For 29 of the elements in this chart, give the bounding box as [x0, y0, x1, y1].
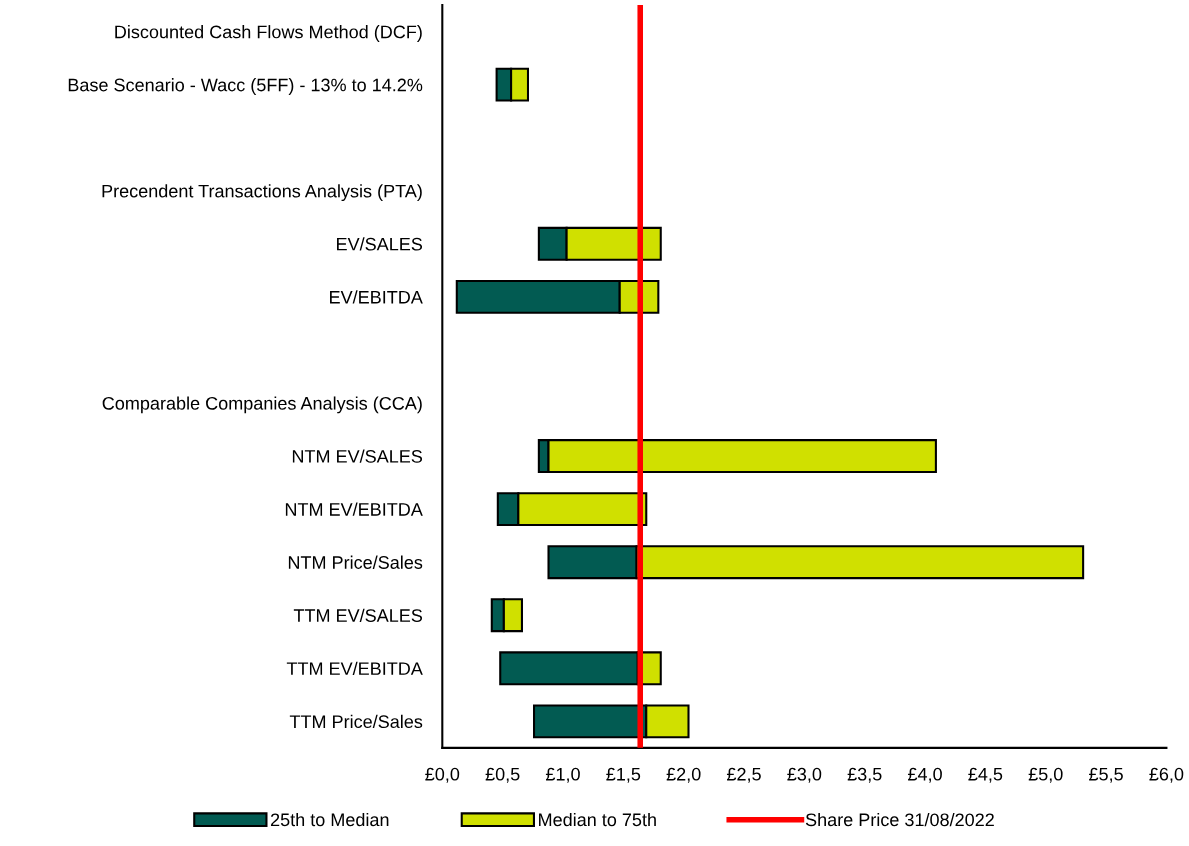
- x-tick-label: £0,0: [425, 767, 460, 783]
- x-tick-label: £3,0: [787, 767, 822, 783]
- x-tick-label: £2,0: [666, 767, 701, 783]
- y-tick-label: TTM EV/EBITDA: [286, 661, 423, 675]
- y-tick-label: NTM EV/EBITDA: [285, 502, 423, 516]
- y-tick-label: EV/EBITDA: [330, 290, 423, 304]
- y-tick-label: TTM EV/SALES: [293, 608, 423, 622]
- x-tick-label: £1,0: [545, 767, 580, 783]
- bar: [499, 651, 639, 686]
- y-tick-label: Precendent Transactions Analysis (PTA): [102, 184, 422, 202]
- legend-label: Share Price 31/08/2022: [805, 812, 994, 827]
- y-tick-label: EV/SALES: [337, 237, 423, 251]
- x-tick-label: £5,0: [1028, 767, 1063, 783]
- y-tick-label: TTM Price/Sales: [289, 714, 423, 729]
- y-tick-label: Discounted Cash Flows Method (DCF): [115, 25, 422, 42]
- x-tick-label: £1,5: [606, 767, 641, 783]
- x-tick-label: £2,5: [726, 767, 761, 783]
- x-tick-label: £4,0: [907, 767, 942, 783]
- x-tick-label: £0,5: [485, 767, 520, 783]
- y-tick-label: NTM Price/Sales: [288, 555, 423, 569]
- x-tick-label: £3,5: [847, 767, 882, 783]
- y-tick-label: NTM EV/SALES: [292, 449, 423, 463]
- x-tick-label: £4,5: [968, 767, 1003, 783]
- x-tick-label: £5,5: [1089, 767, 1123, 783]
- x-tick-label: £6,0: [1149, 767, 1184, 783]
- legend-label: 25th to Median: [270, 812, 389, 827]
- y-tick-label: Comparable Companies Analysis (CCA): [102, 396, 422, 414]
- legend-label: Median to 75th: [539, 812, 656, 827]
- y-tick-label: Base Scenario - Wacc (5FF) - 13% to 14.2%: [68, 78, 423, 95]
